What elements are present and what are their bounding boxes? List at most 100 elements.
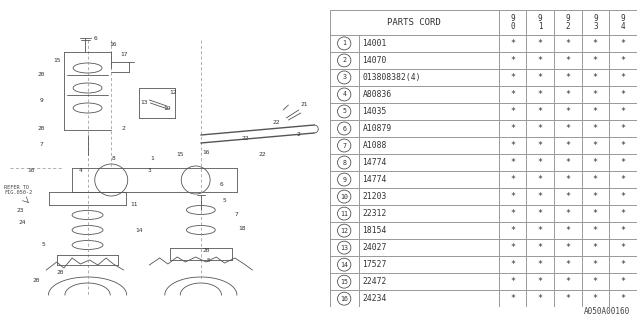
Text: *: * (620, 56, 625, 65)
Text: *: * (593, 294, 598, 303)
Text: 15: 15 (340, 279, 348, 285)
Bar (554, 137, 582, 154)
Text: *: * (538, 39, 543, 48)
Bar (582, 52, 609, 69)
Text: *: * (565, 107, 570, 116)
Text: *: * (593, 39, 598, 48)
Bar (499, 154, 526, 171)
Text: 5: 5 (223, 197, 227, 203)
Text: 24027: 24027 (362, 243, 387, 252)
Text: *: * (510, 90, 515, 99)
Bar (330, 205, 359, 222)
Bar (554, 205, 582, 222)
Bar (582, 290, 609, 307)
Bar (359, 154, 499, 171)
Bar (554, 188, 582, 205)
Text: *: * (565, 90, 570, 99)
Text: 013808382(4): 013808382(4) (362, 73, 421, 82)
Text: 4: 4 (79, 167, 82, 172)
Text: *: * (620, 124, 625, 133)
Bar (499, 222, 526, 239)
Text: 5: 5 (342, 108, 346, 115)
Text: *: * (565, 260, 570, 269)
Bar (499, 188, 526, 205)
Text: 1: 1 (150, 156, 154, 161)
Text: 11: 11 (130, 203, 138, 207)
Bar (359, 171, 499, 188)
Bar (499, 137, 526, 154)
Bar (526, 290, 554, 307)
Text: *: * (593, 73, 598, 82)
Text: 14001: 14001 (362, 39, 387, 48)
Text: *: * (538, 260, 543, 269)
Text: *: * (565, 294, 570, 303)
Text: 22: 22 (272, 119, 280, 124)
Bar (554, 86, 582, 103)
Text: *: * (620, 277, 625, 286)
Text: *: * (620, 175, 625, 184)
Text: *: * (510, 260, 515, 269)
Bar (499, 120, 526, 137)
Bar (359, 256, 499, 273)
Text: 10: 10 (27, 167, 35, 172)
Text: *: * (538, 90, 543, 99)
Bar (330, 86, 359, 103)
Bar (330, 35, 359, 52)
Bar (609, 120, 637, 137)
Text: 13: 13 (340, 244, 348, 251)
Text: *: * (538, 243, 543, 252)
Bar (609, 137, 637, 154)
Text: 9: 9 (342, 177, 346, 182)
Text: *: * (620, 158, 625, 167)
Text: A80836: A80836 (362, 90, 392, 99)
Text: *: * (510, 243, 515, 252)
Bar (582, 69, 609, 86)
Bar (330, 222, 359, 239)
Bar (359, 35, 499, 52)
Text: 21203: 21203 (362, 192, 387, 201)
Text: *: * (620, 226, 625, 235)
Text: 3: 3 (147, 167, 151, 172)
Bar (554, 256, 582, 273)
Text: *: * (565, 175, 570, 184)
Text: *: * (565, 124, 570, 133)
Text: 5: 5 (42, 243, 45, 247)
Text: REFER TO
FIG.050-2: REFER TO FIG.050-2 (4, 185, 32, 196)
Text: *: * (538, 175, 543, 184)
Bar (609, 154, 637, 171)
Text: 9: 9 (39, 98, 43, 102)
Text: *: * (510, 209, 515, 218)
Text: 20: 20 (32, 277, 40, 283)
Bar (330, 154, 359, 171)
Text: 6: 6 (342, 125, 346, 132)
Text: 13: 13 (140, 100, 148, 105)
Text: *: * (565, 209, 570, 218)
Text: *: * (510, 158, 515, 167)
Bar (609, 273, 637, 290)
Text: 20: 20 (38, 125, 45, 131)
Text: *: * (593, 209, 598, 218)
Bar (359, 222, 499, 239)
Bar (526, 171, 554, 188)
Text: *: * (620, 90, 625, 99)
Text: 24234: 24234 (362, 294, 387, 303)
Bar (499, 86, 526, 103)
Text: 5: 5 (206, 258, 210, 262)
Text: *: * (510, 39, 515, 48)
Text: 14774: 14774 (362, 158, 387, 167)
Bar (582, 188, 609, 205)
Bar (499, 10, 526, 35)
Bar (554, 222, 582, 239)
Text: *: * (593, 90, 598, 99)
Text: 7: 7 (39, 142, 43, 148)
Text: *: * (538, 209, 543, 218)
Text: 18154: 18154 (362, 226, 387, 235)
Text: 3: 3 (342, 75, 346, 80)
Bar (359, 52, 499, 69)
Bar (526, 256, 554, 273)
Text: *: * (593, 226, 598, 235)
Text: *: * (620, 141, 625, 150)
Bar (554, 10, 582, 35)
Bar (526, 120, 554, 137)
Bar (526, 273, 554, 290)
